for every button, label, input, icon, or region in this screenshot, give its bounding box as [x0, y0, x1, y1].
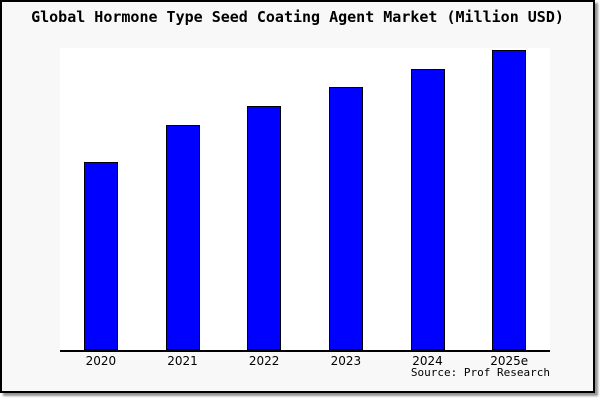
- x-tick-label-2021: 2021: [167, 354, 198, 368]
- bar-2021: [165, 125, 200, 350]
- bar-slot-2022: [223, 48, 305, 350]
- chart-frame: Global Hormone Type Seed Coating Agent M…: [0, 0, 595, 393]
- bar-2022: [247, 106, 282, 350]
- chart-title: Global Hormone Type Seed Coating Agent M…: [31, 8, 564, 26]
- bar-2025e: [492, 50, 527, 350]
- x-axis-labels: 2020 2021 2022 2023 2024 2025e: [60, 354, 550, 368]
- bar-slot-2024: [387, 48, 469, 350]
- x-tick-label-2024: 2024: [412, 354, 443, 368]
- bars-row: [60, 48, 550, 350]
- bar-slot-2020: [60, 48, 142, 350]
- x-tick-label-2025e: 2025e: [490, 354, 529, 368]
- x-tick-label-2023: 2023: [330, 354, 362, 368]
- bar-2023: [328, 87, 363, 350]
- x-tick-label-2022: 2022: [248, 354, 280, 368]
- bar-2020: [83, 162, 118, 350]
- bar-2024: [410, 69, 445, 350]
- bar-slot-2025e: [468, 48, 550, 350]
- x-tick-label-2020: 2020: [85, 354, 117, 368]
- source-caption: Source: Prof Research: [410, 366, 550, 379]
- bar-slot-2023: [305, 48, 387, 350]
- plot-area: [60, 48, 550, 352]
- bar-slot-2021: [142, 48, 224, 350]
